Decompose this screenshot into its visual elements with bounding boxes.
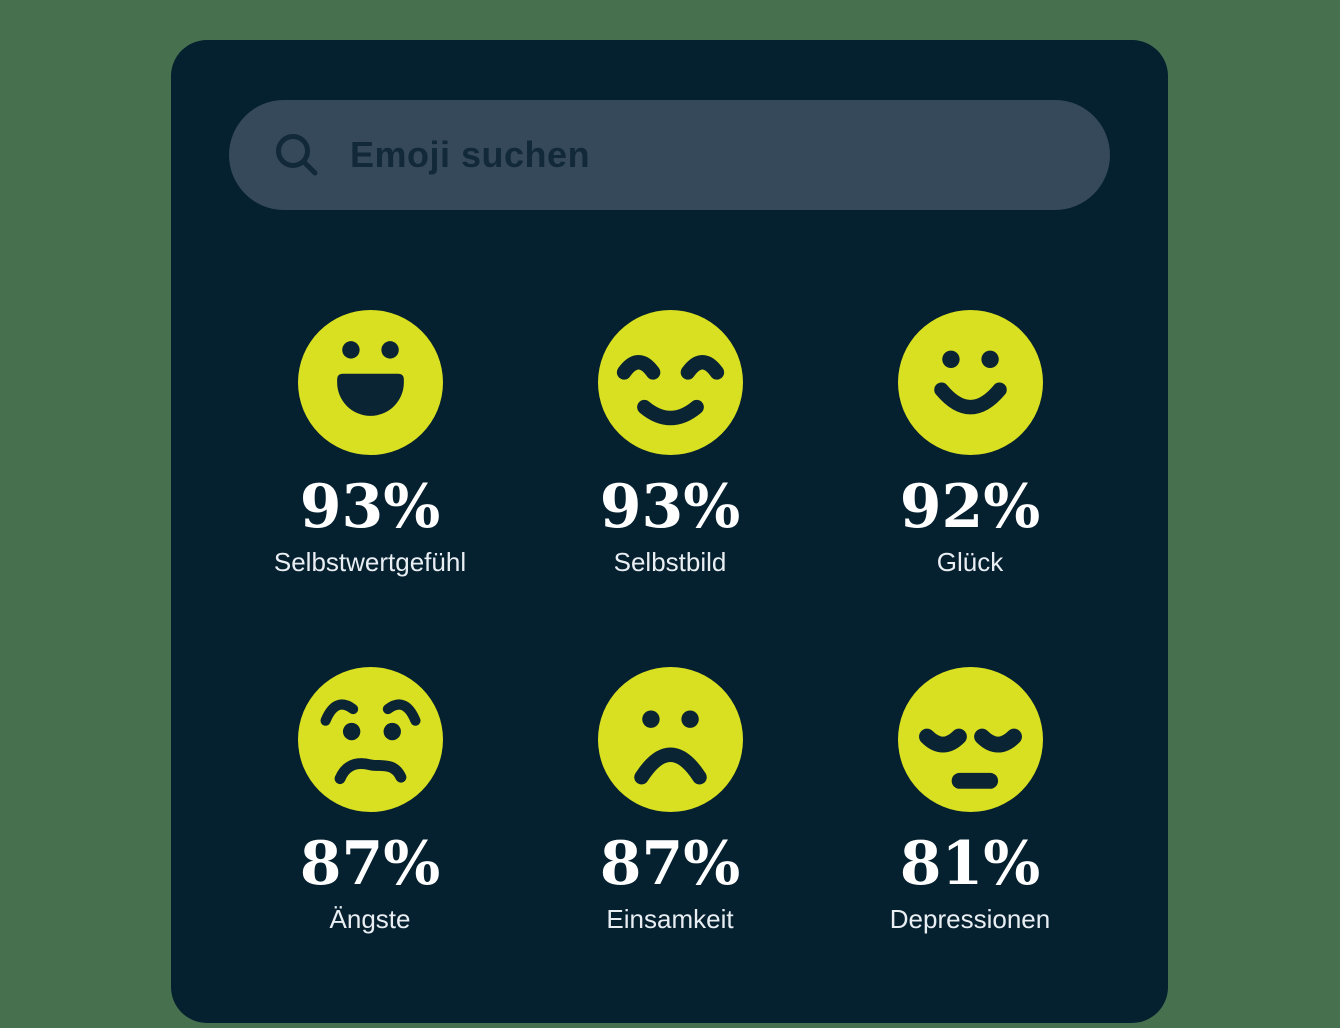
- sleepy-face-icon: [897, 667, 1043, 812]
- stat-einsamkeit[interactable]: 87% Einsamkeit: [520, 667, 820, 934]
- stat-percent: 93%: [599, 472, 741, 542]
- stat-selbstwertgefuehl[interactable]: 93% Selbstwertgefühl: [220, 310, 520, 577]
- stat-label: Depressionen: [889, 904, 1051, 934]
- stat-depressionen[interactable]: 81% Depressionen: [820, 667, 1120, 934]
- search-bar[interactable]: [229, 100, 1110, 210]
- grinning-face-icon: [297, 310, 443, 455]
- stat-label: Einsamkeit: [606, 904, 734, 934]
- stat-percent: 93%: [299, 472, 441, 542]
- stat-glueck[interactable]: 92% Glück: [820, 310, 1120, 577]
- stat-label: Ängste: [329, 904, 411, 934]
- frowning-face-icon: [597, 667, 743, 812]
- smiling-face-icon: [897, 310, 1043, 455]
- stat-percent: 87%: [599, 829, 741, 899]
- stat-label: Selbstbild: [613, 547, 727, 577]
- search-input[interactable]: [350, 134, 1070, 176]
- worried-face-icon: [297, 667, 443, 812]
- stat-label: Selbstwertgefühl: [273, 547, 467, 577]
- stat-selbstbild[interactable]: 93% Selbstbild: [520, 310, 820, 577]
- relieved-face-icon: [597, 310, 743, 455]
- stat-percent: 81%: [899, 829, 1041, 899]
- stat-percent: 92%: [899, 472, 1041, 542]
- search-icon: [276, 134, 318, 176]
- stat-aengste[interactable]: 87% Ängste: [220, 667, 520, 934]
- emoji-stats-card: 93% Selbstwertgefühl 93% Selbstbild: [171, 40, 1168, 1023]
- stats-grid: 93% Selbstwertgefühl 93% Selbstbild: [220, 310, 1120, 934]
- stat-label: Glück: [936, 547, 1004, 577]
- stat-percent: 87%: [299, 829, 441, 899]
